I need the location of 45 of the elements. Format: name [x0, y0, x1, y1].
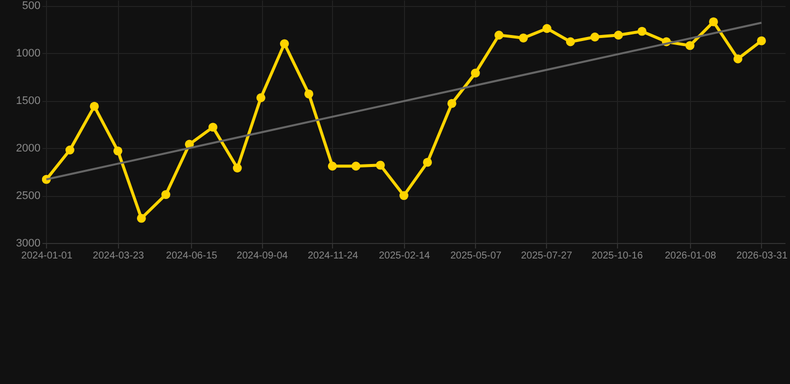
point	[256, 93, 266, 102]
point	[590, 32, 600, 42]
point	[422, 158, 432, 167]
point	[351, 162, 360, 171]
point	[90, 102, 99, 111]
x-tick-label: 2026-03-31	[736, 250, 788, 262]
y-tick-label: 2500	[16, 190, 40, 202]
y-tick-label: 2000	[16, 142, 40, 155]
point	[161, 190, 170, 200]
x-tick-label: 2025-10-16	[592, 250, 644, 262]
x-tick-label: 2024-06-15	[166, 250, 218, 262]
point	[542, 24, 552, 33]
point	[208, 122, 218, 132]
point	[614, 30, 623, 40]
x-tick-label: 2024-01-01	[21, 250, 73, 262]
y-tick-label: 1000	[16, 48, 40, 60]
x-tick-label: 2024-09-04	[236, 250, 288, 262]
point	[733, 54, 742, 64]
point	[280, 39, 289, 48]
x-tick-label: 2025-07-27	[520, 250, 573, 262]
x-tick-label: 2025-02-14	[378, 250, 430, 262]
point	[304, 90, 314, 98]
point	[685, 41, 694, 50]
point	[494, 30, 504, 40]
point	[566, 37, 575, 46]
point	[113, 146, 122, 156]
x-tick-label: 2024-11-24	[308, 250, 359, 262]
x-tick-label: 2026-01-08	[664, 250, 716, 262]
point	[136, 214, 146, 223]
point	[65, 146, 74, 154]
point	[470, 68, 480, 78]
y-tick-label: 3000	[16, 238, 40, 250]
point	[399, 191, 408, 200]
point	[756, 36, 766, 46]
point	[328, 162, 337, 171]
point	[447, 99, 456, 108]
x-tick-label: 2025-05-07	[450, 250, 502, 262]
x-tick-label: 2024-03-23	[92, 250, 144, 262]
point	[376, 160, 385, 170]
y-tick-label: 1500	[16, 95, 40, 108]
point	[518, 34, 528, 42]
point	[232, 164, 242, 172]
y-tick-label: 500	[22, 0, 40, 12]
point	[709, 17, 718, 26]
point	[638, 26, 646, 36]
